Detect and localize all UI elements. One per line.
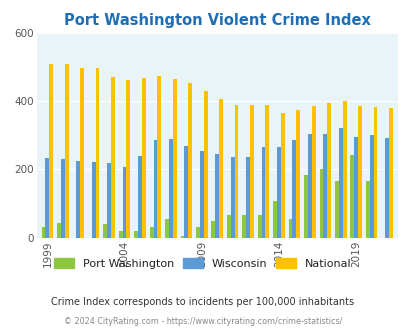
Bar <box>138 156 142 238</box>
Bar <box>311 106 315 238</box>
Bar <box>373 107 377 238</box>
Bar <box>180 236 184 238</box>
Bar <box>92 162 95 238</box>
Text: Crime Index corresponds to incidents per 100,000 inhabitants: Crime Index corresponds to incidents per… <box>51 297 354 307</box>
Bar <box>242 215 245 238</box>
Bar <box>350 155 354 238</box>
Bar <box>276 147 280 238</box>
Bar <box>296 110 299 238</box>
Bar <box>173 79 176 238</box>
Bar <box>184 146 188 238</box>
Bar <box>149 227 153 238</box>
Bar <box>41 227 45 238</box>
Bar <box>384 138 388 238</box>
Bar <box>234 105 238 238</box>
Bar <box>153 141 157 238</box>
Bar <box>126 80 130 238</box>
Bar <box>322 134 326 238</box>
Bar <box>215 154 219 238</box>
Bar <box>357 106 361 238</box>
Bar <box>292 141 296 238</box>
Legend: Port Washington, Wisconsin, National: Port Washington, Wisconsin, National <box>49 254 356 273</box>
Bar <box>45 158 49 238</box>
Bar <box>76 161 80 238</box>
Bar <box>95 68 99 238</box>
Bar <box>196 227 199 238</box>
Bar <box>265 105 269 238</box>
Bar <box>168 139 173 238</box>
Bar <box>326 103 330 238</box>
Bar <box>57 223 61 238</box>
Bar <box>230 157 234 238</box>
Bar <box>354 137 357 238</box>
Bar <box>111 77 115 238</box>
Bar <box>280 113 284 238</box>
Bar <box>226 215 230 238</box>
Bar <box>134 231 138 238</box>
Bar <box>342 101 346 238</box>
Bar <box>157 76 161 238</box>
Bar <box>288 219 292 238</box>
Bar <box>249 105 253 238</box>
Bar <box>165 219 168 238</box>
Bar <box>80 68 84 238</box>
Bar <box>369 135 373 238</box>
Bar <box>245 157 249 238</box>
Bar <box>307 134 311 238</box>
Bar <box>119 231 122 238</box>
Bar <box>199 150 203 238</box>
Bar <box>273 201 276 238</box>
Bar <box>64 64 68 238</box>
Bar <box>188 83 192 238</box>
Bar <box>388 108 392 238</box>
Bar <box>49 64 53 238</box>
Bar <box>219 99 222 238</box>
Bar <box>338 128 342 238</box>
Title: Port Washington Violent Crime Index: Port Washington Violent Crime Index <box>64 13 370 28</box>
Bar <box>334 181 338 238</box>
Bar <box>211 221 215 238</box>
Bar <box>203 91 207 238</box>
Bar <box>61 159 64 238</box>
Text: © 2024 CityRating.com - https://www.cityrating.com/crime-statistics/: © 2024 CityRating.com - https://www.city… <box>64 317 341 326</box>
Bar <box>261 147 265 238</box>
Bar <box>365 181 369 238</box>
Bar <box>303 175 307 238</box>
Bar <box>142 78 145 238</box>
Bar <box>103 224 107 238</box>
Bar <box>257 215 261 238</box>
Bar <box>319 169 322 238</box>
Bar <box>107 163 111 238</box>
Bar <box>122 167 126 238</box>
